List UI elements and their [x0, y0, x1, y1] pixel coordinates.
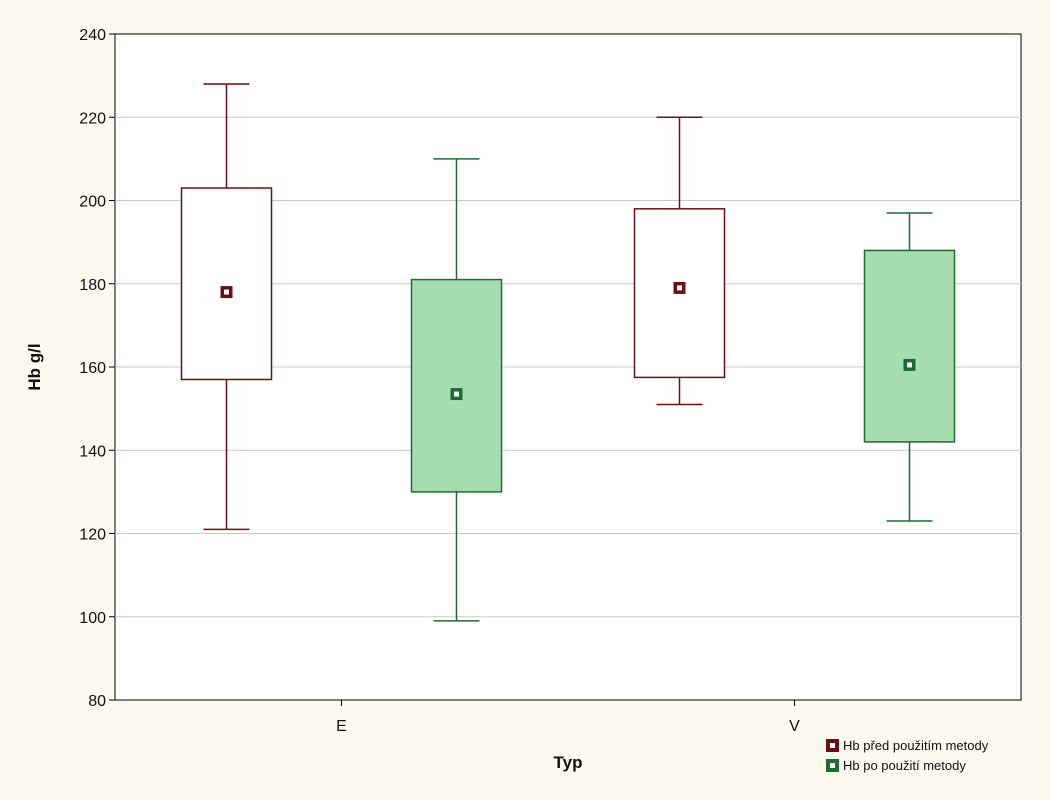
box-series: [180, 83, 956, 622]
box-group: [410, 158, 503, 622]
box-iqr: [180, 187, 273, 381]
box-group: [180, 83, 273, 531]
y-tick-label: 180: [79, 277, 106, 294]
legend: Hb před použitím metody Hb po použití met…: [826, 738, 989, 773]
legend-label: Hb před použitím metody: [843, 738, 989, 753]
median-marker-center: [224, 289, 229, 295]
legend-label: Hb po použití metody: [843, 758, 966, 773]
y-axis-title: Hb g/l: [25, 343, 44, 390]
x-axis-title: Typ: [554, 753, 583, 772]
y-axis: 80 100 120 140 160 180 200 220 240: [79, 27, 115, 710]
y-tick-label: 160: [79, 360, 106, 377]
y-tick-label: 100: [79, 610, 106, 627]
median-marker-center: [907, 362, 912, 368]
legend-swatch-center: [830, 763, 835, 768]
y-tick-label: 240: [79, 27, 106, 44]
box-iqr: [410, 278, 503, 493]
y-tick-label: 220: [79, 110, 106, 127]
box-iqr: [863, 249, 956, 443]
legend-swatch-center: [830, 743, 835, 748]
y-tick-label: 140: [79, 443, 106, 460]
median-marker-center: [677, 285, 682, 291]
y-tick-label: 120: [79, 527, 106, 544]
x-tick-label: V: [789, 718, 800, 735]
y-tick-label: 80: [88, 693, 106, 710]
x-tick-label: E: [336, 718, 347, 735]
median-marker-center: [454, 391, 459, 397]
box-group: [863, 212, 956, 522]
y-tick-label: 200: [79, 194, 106, 211]
box-group: [633, 116, 726, 406]
